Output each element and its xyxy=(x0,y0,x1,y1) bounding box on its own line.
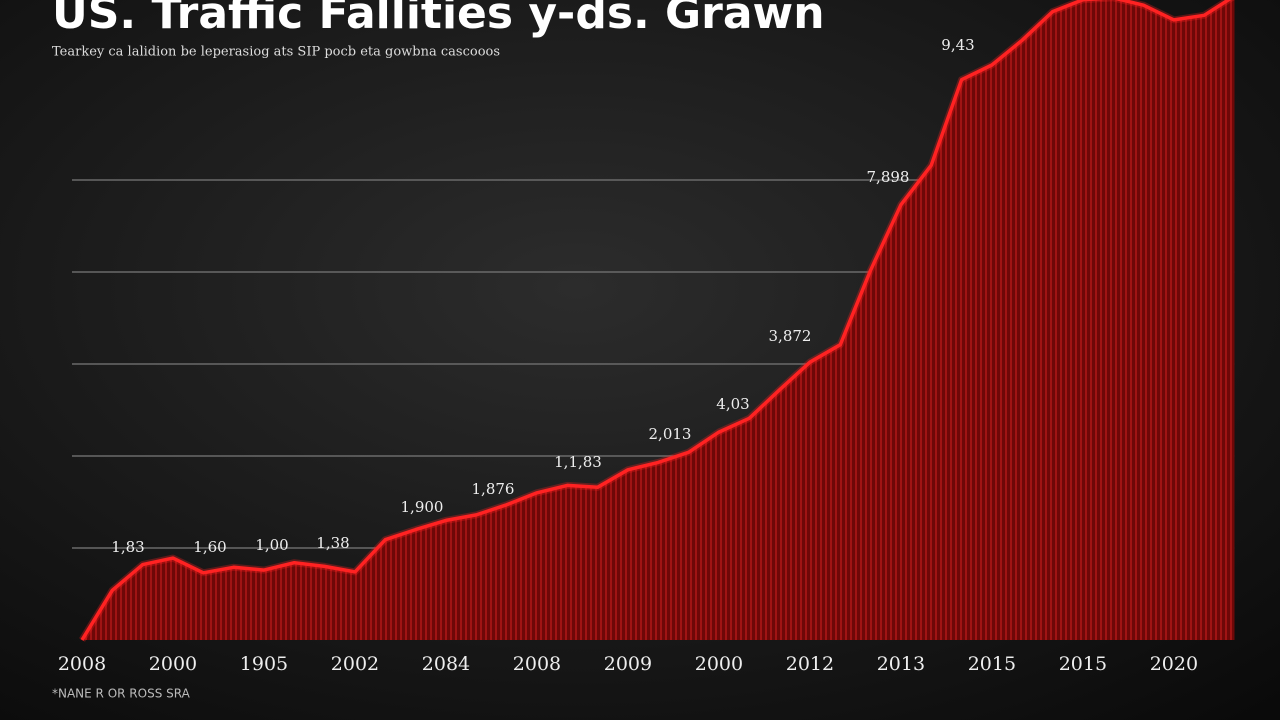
x-tick-label: 2008 xyxy=(58,653,106,675)
annotation: 1,38 xyxy=(316,534,349,552)
x-tick-label: 2000 xyxy=(149,653,197,675)
annotation: 3,872 xyxy=(769,327,812,345)
annotation: 1,876 xyxy=(472,480,515,498)
x-tick-label: 2012 xyxy=(786,653,834,675)
x-tick-label: 2009 xyxy=(604,653,652,675)
annotation: 9,43 xyxy=(941,36,974,54)
x-tick-label: 2015 xyxy=(968,653,1016,675)
area xyxy=(82,0,1235,640)
annotation: 7,898 xyxy=(867,168,910,186)
footnote: *NANE R OR ROSS SRA xyxy=(52,687,191,701)
x-tick-label: 2000 xyxy=(695,653,743,675)
chart-subtitle: Tearkey ca lalidion be leperasiog ats SI… xyxy=(52,45,500,60)
x-tick-label: 2020 xyxy=(1150,653,1198,675)
plot: 2008 2000 1905 2002 2084 2008 2009 2000 2012 2013… xyxy=(58,0,1235,675)
x-tick-label: 2008 xyxy=(513,653,561,675)
chart-title: US. Traffic Fallities y-ds. Grawn xyxy=(52,0,825,39)
annotation: 1,00 xyxy=(255,536,288,554)
annotation: 4,03 xyxy=(716,395,749,413)
line xyxy=(80,0,1232,641)
annotation: 2,013 xyxy=(649,425,692,443)
annotation: 1,900 xyxy=(401,498,444,516)
x-tick-label: 2002 xyxy=(331,653,379,675)
x-tick-label: 2015 xyxy=(1059,653,1107,675)
x-tick-label: 1905 xyxy=(240,653,288,675)
annotation: 1,60 xyxy=(193,538,226,556)
annotation: 1,83 xyxy=(111,538,144,556)
x-tick-label: 2084 xyxy=(422,653,470,675)
annotation: 1,1,83 xyxy=(554,453,602,471)
x-tick-label: 2013 xyxy=(877,653,925,675)
